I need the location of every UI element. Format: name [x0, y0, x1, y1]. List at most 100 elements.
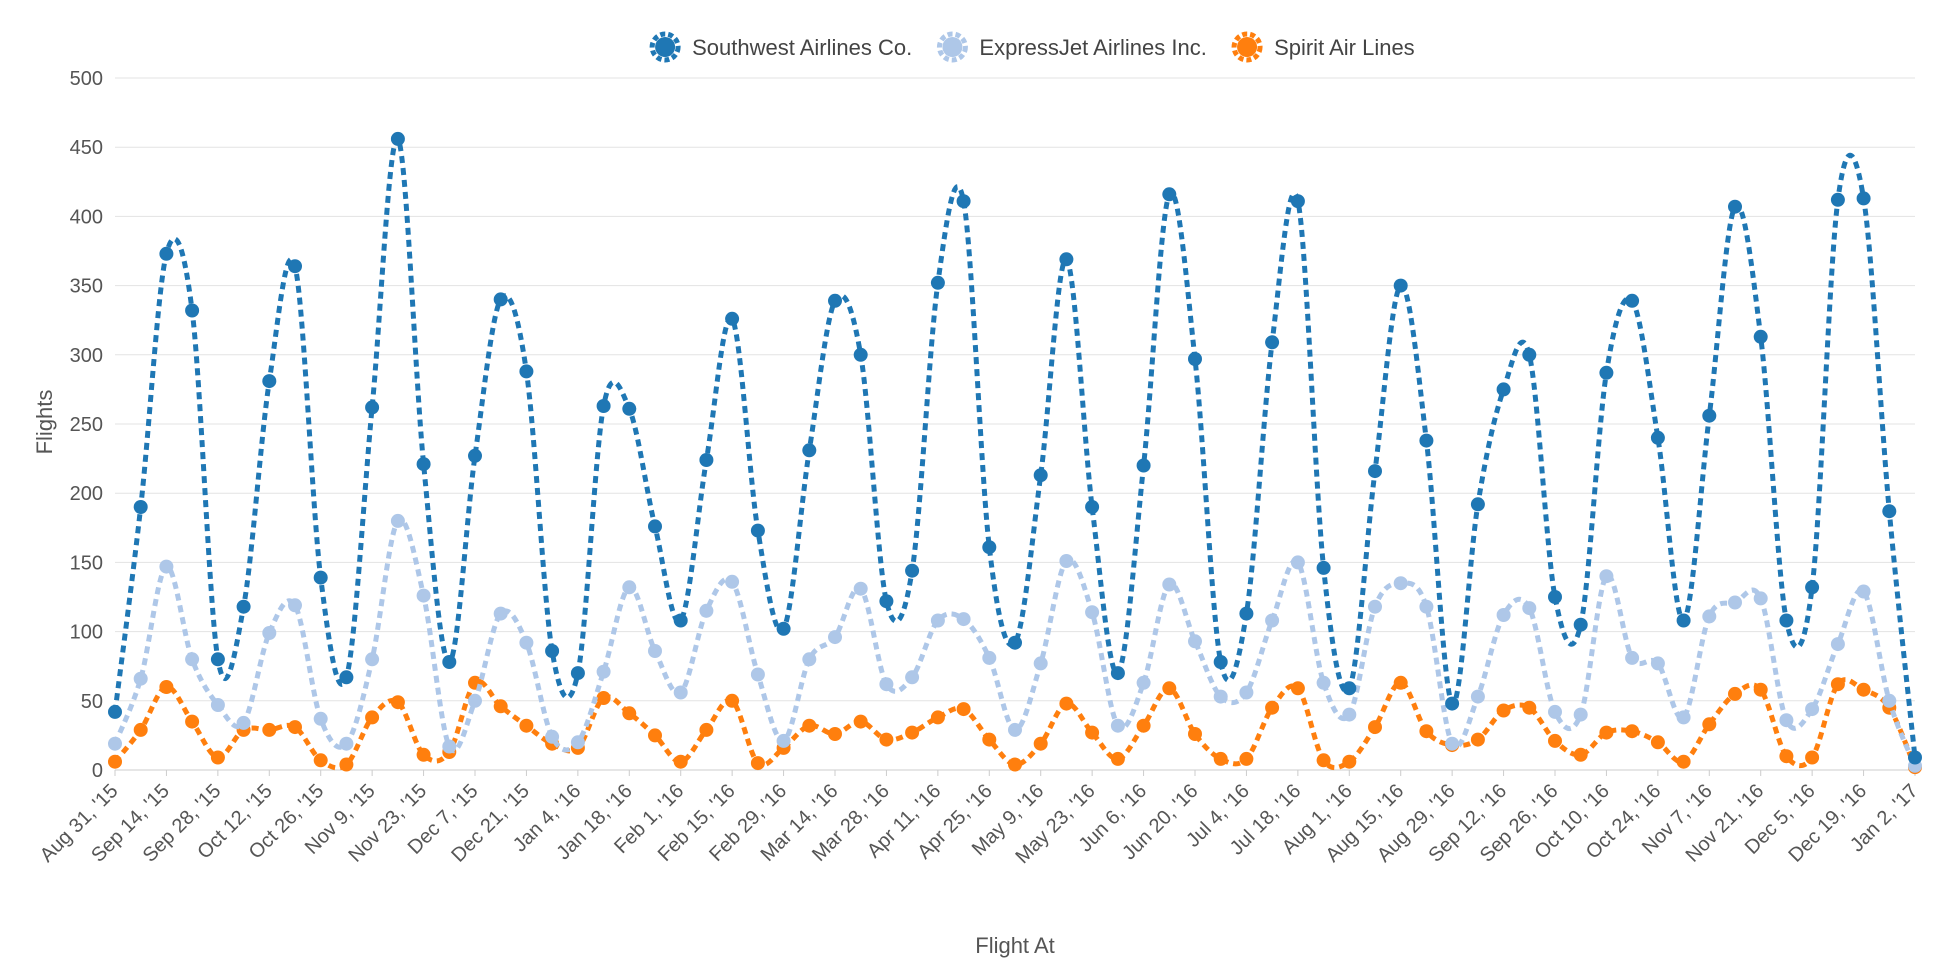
data-point-spirit-air-lines[interactable] — [365, 710, 380, 725]
data-point-spirit-air-lines[interactable] — [1676, 754, 1691, 769]
data-point-southwest-airlines-co[interactable] — [1702, 408, 1717, 423]
data-point-spirit-air-lines[interactable] — [262, 722, 277, 737]
data-point-spirit-air-lines[interactable] — [493, 699, 508, 714]
data-point-expressjet-airlines-inc[interactable] — [1650, 656, 1665, 671]
data-point-southwest-airlines-co[interactable] — [725, 311, 740, 326]
data-point-southwest-airlines-co[interactable] — [1908, 750, 1922, 765]
data-point-spirit-air-lines[interactable] — [956, 702, 971, 717]
data-point-spirit-air-lines[interactable] — [1496, 703, 1511, 718]
data-point-spirit-air-lines[interactable] — [159, 680, 174, 694]
data-point-southwest-airlines-co[interactable] — [1059, 252, 1074, 267]
data-point-spirit-air-lines[interactable] — [1290, 681, 1305, 696]
data-point-expressjet-airlines-inc[interactable] — [390, 513, 405, 528]
data-point-expressjet-airlines-inc[interactable] — [1496, 608, 1511, 622]
data-point-southwest-airlines-co[interactable] — [339, 670, 354, 685]
data-point-southwest-airlines-co[interactable] — [570, 666, 585, 681]
data-point-spirit-air-lines[interactable] — [1393, 675, 1408, 690]
data-point-spirit-air-lines[interactable] — [1033, 736, 1048, 751]
data-point-southwest-airlines-co[interactable] — [1342, 681, 1357, 696]
data-point-expressjet-airlines-inc[interactable] — [1290, 555, 1305, 570]
data-point-expressjet-airlines-inc[interactable] — [1265, 613, 1280, 628]
data-point-expressjet-airlines-inc[interactable] — [1213, 689, 1228, 704]
data-point-southwest-airlines-co[interactable] — [185, 303, 200, 318]
data-point-expressjet-airlines-inc[interactable] — [750, 667, 765, 682]
data-point-spirit-air-lines[interactable] — [802, 718, 817, 733]
data-point-expressjet-airlines-inc[interactable] — [905, 670, 920, 685]
data-point-southwest-airlines-co[interactable] — [1728, 199, 1742, 214]
data-point-southwest-airlines-co[interactable] — [956, 194, 971, 209]
data-point-southwest-airlines-co[interactable] — [1805, 580, 1820, 595]
data-point-southwest-airlines-co[interactable] — [673, 613, 688, 628]
data-point-expressjet-airlines-inc[interactable] — [1882, 693, 1897, 708]
data-point-expressjet-airlines-inc[interactable] — [236, 715, 251, 730]
data-point-expressjet-airlines-inc[interactable] — [1753, 591, 1768, 606]
data-point-spirit-air-lines[interactable] — [390, 695, 405, 710]
data-point-spirit-air-lines[interactable] — [185, 714, 200, 729]
data-point-southwest-airlines-co[interactable] — [1316, 560, 1331, 575]
data-point-spirit-air-lines[interactable] — [1805, 750, 1820, 765]
data-point-spirit-air-lines[interactable] — [1316, 753, 1331, 768]
data-point-spirit-air-lines[interactable] — [622, 706, 637, 721]
data-point-southwest-airlines-co[interactable] — [802, 443, 817, 458]
data-point-southwest-airlines-co[interactable] — [1136, 458, 1151, 473]
data-point-southwest-airlines-co[interactable] — [1239, 606, 1254, 621]
data-point-expressjet-airlines-inc[interactable] — [1805, 702, 1820, 717]
data-point-southwest-airlines-co[interactable] — [1650, 430, 1665, 445]
data-point-southwest-airlines-co[interactable] — [1033, 468, 1048, 483]
data-point-expressjet-airlines-inc[interactable] — [622, 580, 637, 595]
data-point-spirit-air-lines[interactable] — [1548, 733, 1562, 748]
data-point-expressjet-airlines-inc[interactable] — [1033, 656, 1048, 671]
data-point-expressjet-airlines-inc[interactable] — [519, 635, 534, 650]
data-point-southwest-airlines-co[interactable] — [828, 293, 842, 308]
data-point-southwest-airlines-co[interactable] — [365, 400, 380, 415]
data-point-expressjet-airlines-inc[interactable] — [1779, 713, 1794, 728]
data-point-expressjet-airlines-inc[interactable] — [159, 559, 174, 574]
data-point-expressjet-airlines-inc[interactable] — [1830, 637, 1845, 652]
data-point-spirit-air-lines[interactable] — [1753, 682, 1768, 697]
data-point-southwest-airlines-co[interactable] — [622, 401, 637, 416]
data-point-spirit-air-lines[interactable] — [1419, 724, 1434, 739]
data-point-expressjet-airlines-inc[interactable] — [1008, 722, 1022, 737]
data-point-spirit-air-lines[interactable] — [982, 732, 997, 747]
data-point-southwest-airlines-co[interactable] — [545, 644, 560, 658]
data-point-southwest-airlines-co[interactable] — [1882, 504, 1897, 519]
data-point-southwest-airlines-co[interactable] — [468, 448, 482, 463]
data-point-southwest-airlines-co[interactable] — [108, 704, 122, 719]
data-point-spirit-air-lines[interactable] — [725, 693, 740, 708]
data-point-southwest-airlines-co[interactable] — [1188, 352, 1202, 366]
data-point-expressjet-airlines-inc[interactable] — [468, 693, 482, 708]
data-point-expressjet-airlines-inc[interactable] — [1676, 710, 1691, 725]
data-point-southwest-airlines-co[interactable] — [930, 275, 945, 290]
data-point-spirit-air-lines[interactable] — [1522, 700, 1537, 715]
data-point-expressjet-airlines-inc[interactable] — [262, 626, 277, 640]
data-point-spirit-air-lines[interactable] — [1162, 681, 1177, 696]
legend-item-spirit-air-lines[interactable]: Spirit Air Lines — [1231, 31, 1415, 63]
data-point-expressjet-airlines-inc[interactable] — [313, 711, 328, 726]
data-point-expressjet-airlines-inc[interactable] — [133, 671, 148, 686]
data-point-expressjet-airlines-inc[interactable] — [493, 606, 508, 621]
data-point-expressjet-airlines-inc[interactable] — [956, 612, 971, 627]
data-point-southwest-airlines-co[interactable] — [1548, 590, 1562, 604]
data-point-expressjet-airlines-inc[interactable] — [1522, 601, 1537, 616]
data-point-southwest-airlines-co[interactable] — [288, 259, 302, 274]
data-point-southwest-airlines-co[interactable] — [1445, 696, 1460, 711]
data-point-expressjet-airlines-inc[interactable] — [596, 664, 611, 679]
data-point-expressjet-airlines-inc[interactable] — [288, 598, 302, 613]
data-point-spirit-air-lines[interactable] — [905, 725, 920, 740]
data-point-expressjet-airlines-inc[interactable] — [210, 698, 225, 712]
data-point-southwest-airlines-co[interactable] — [390, 131, 405, 146]
data-point-expressjet-airlines-inc[interactable] — [853, 581, 868, 596]
data-point-expressjet-airlines-inc[interactable] — [339, 736, 354, 751]
data-point-expressjet-airlines-inc[interactable] — [1368, 599, 1382, 614]
data-point-expressjet-airlines-inc[interactable] — [648, 644, 662, 658]
data-point-southwest-airlines-co[interactable] — [1393, 278, 1408, 293]
data-point-expressjet-airlines-inc[interactable] — [1548, 704, 1562, 719]
data-point-southwest-airlines-co[interactable] — [313, 570, 328, 585]
data-point-southwest-airlines-co[interactable] — [1779, 613, 1794, 628]
data-point-expressjet-airlines-inc[interactable] — [699, 603, 714, 618]
data-point-southwest-airlines-co[interactable] — [1110, 666, 1125, 681]
data-point-expressjet-airlines-inc[interactable] — [185, 652, 200, 667]
data-point-spirit-air-lines[interactable] — [1625, 724, 1640, 739]
data-point-southwest-airlines-co[interactable] — [982, 540, 997, 555]
data-point-spirit-air-lines[interactable] — [648, 728, 662, 743]
